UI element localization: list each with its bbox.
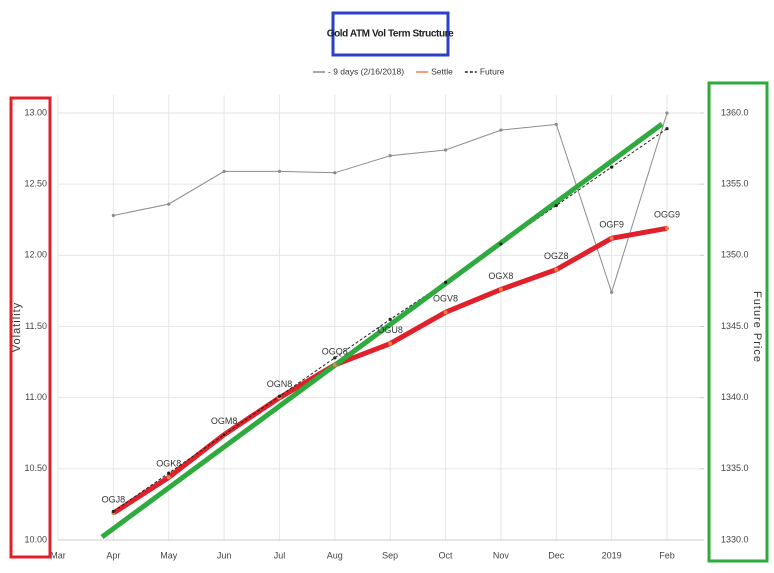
point [333,171,337,175]
x-tick-label: Jun [217,550,232,560]
point [554,267,559,272]
point [332,362,337,367]
x-tick-label: May [160,550,178,560]
legend: - 9 days (2/16/2018) Settle Future [313,66,505,76]
point [333,356,337,360]
point [610,290,614,294]
y-tick-label: 10.50 [24,463,47,473]
data-label: OGM8 [211,416,238,426]
x-tick-label: Dec [548,550,565,560]
data-label: OGX8 [488,271,513,281]
y-axis-title: Volatility [11,302,23,352]
grid [57,95,700,541]
y-tick-label: 11.00 [25,392,47,402]
point [166,475,171,480]
y2-tick-label: 1340.0 [721,392,749,402]
y2-tick-label: 1330.0 [721,534,749,544]
legend-label: Future [480,66,505,76]
data-label: OGU8 [377,325,403,335]
data-label: OGZ8 [544,251,569,261]
y2-tick-label: 1355.0 [721,179,749,189]
point [609,236,614,241]
point [443,280,448,284]
data-label: OGJ8 [102,494,126,504]
data-label: OGG9 [654,210,680,220]
data-label: OGF9 [599,220,624,230]
point [222,433,226,437]
point [498,287,503,292]
y-tick-label: 12.50 [24,179,47,189]
point [499,128,503,132]
point [111,213,115,218]
trend-annotation [100,121,664,540]
point [167,202,171,206]
y-tick-label: 11.50 [25,321,47,331]
y-axis-highlight [9,96,52,559]
y2-tick-label: 1360.0 [721,107,749,117]
x-tick-label: Jul [274,550,286,560]
x-tick-label: 2019 [602,550,622,560]
x-tick-label: Mar [50,550,66,560]
x-tick-label: Nov [493,550,510,560]
point [554,122,558,126]
y2-tick-label: 1345.0 [721,321,749,331]
point [222,169,226,173]
point [388,317,392,321]
x-tick-label: Apr [106,550,120,560]
x-tick-label: Aug [327,550,343,560]
x-tick-label: Oct [439,550,454,560]
data-label: OGV8 [433,294,458,304]
point [665,127,669,131]
point [443,148,448,152]
data-label: OGN8 [267,379,293,389]
point [111,509,115,514]
legend-label: Settle [431,66,453,76]
point [554,203,558,208]
y-tick-label: 10.00 [24,534,47,544]
y-tick-label: 13.00 [24,107,47,117]
point [665,226,669,231]
point [665,111,669,115]
point [443,310,448,315]
point [277,169,282,173]
data-label: OGK8 [156,459,181,469]
point [277,394,282,398]
y-tick-label: 12.00 [24,250,47,260]
y2-tick-label: 1350.0 [721,250,749,260]
y2-axis-title: Future Price [751,291,763,363]
x-tick-label: Sep [382,550,398,560]
overlay: 10.00 10.50 11.00 11.50 12.00 12.50 13.00 1330.… [24,107,748,560]
point [167,471,171,475]
y2-tick-label: 1335.0 [721,463,749,473]
legend-label: - 9 days (2/16/2018) [328,66,404,76]
x-tick-label: Feb [659,550,675,560]
title-highlight [331,11,450,57]
data-label: OGQ8 [322,346,348,356]
point [388,154,392,158]
point [388,341,393,346]
chart-title: Gold ATM Vol Term Structure [327,29,454,40]
point [610,165,614,169]
point [499,242,503,246]
y2-axis-highlight [707,81,769,563]
